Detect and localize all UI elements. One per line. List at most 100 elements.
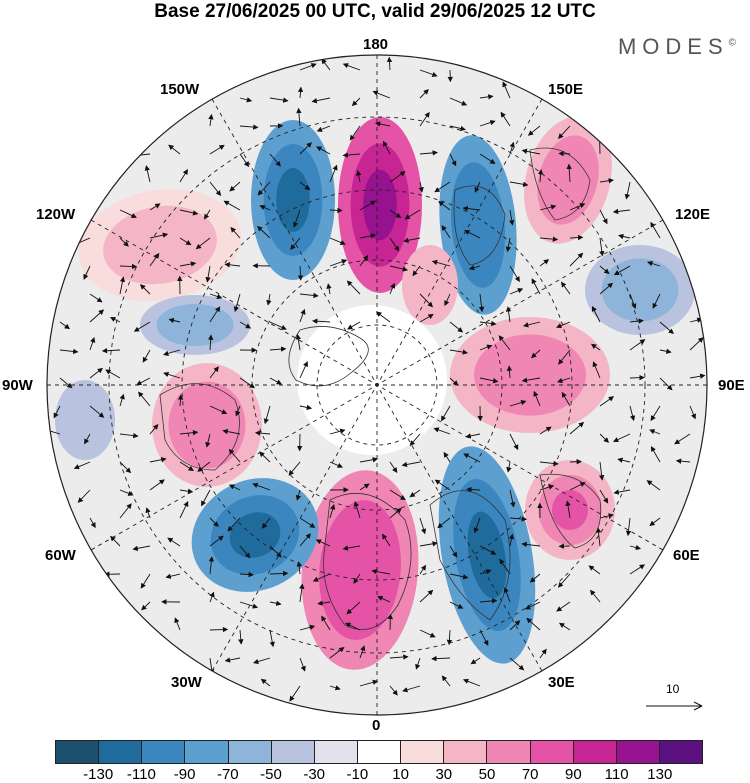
wind-arrow — [208, 113, 214, 127]
wind-arrow — [419, 589, 434, 603]
wind-arrow — [556, 377, 571, 384]
wind-arrow — [179, 209, 199, 216]
wind-arrow — [419, 69, 438, 77]
wind-arrow — [590, 343, 601, 351]
colorbar-swatch — [270, 740, 314, 764]
wind-arrow — [629, 374, 645, 381]
wind-arrow — [209, 517, 219, 527]
wind-arrow — [437, 517, 451, 529]
wind-arrow — [119, 209, 137, 218]
wind-arrow — [479, 629, 489, 646]
wind-arrow — [479, 344, 493, 351]
wind-arrow — [329, 259, 348, 267]
wind-arrow — [650, 405, 661, 422]
wind-arrow — [299, 624, 316, 631]
wind-arrow — [613, 489, 631, 495]
wind-arrow — [119, 489, 134, 496]
wind-arrow — [149, 479, 165, 491]
colorbar-tick-label: -90 — [173, 766, 196, 783]
colorbar-swatch — [184, 740, 228, 764]
wind-arrow — [293, 209, 301, 228]
wind-arrow — [386, 56, 393, 71]
wind-arrow — [389, 237, 400, 252]
wind-arrow — [299, 181, 311, 191]
anomaly-contour — [276, 168, 310, 232]
wind-arrow — [290, 237, 301, 250]
wind-arrow — [59, 377, 73, 389]
wind-arrow — [449, 321, 464, 333]
wind-arrow — [479, 320, 497, 327]
wind-arrow — [289, 685, 301, 702]
wind-arrow — [431, 655, 451, 662]
lon-label-60e: 60E — [673, 547, 700, 564]
colorbar-swatch — [98, 740, 142, 764]
wind-arrow — [119, 276, 126, 295]
wind-arrow — [209, 293, 223, 300]
wind-arrow — [119, 263, 138, 270]
wind-arrow — [389, 282, 396, 295]
wind-arrow — [295, 489, 302, 501]
wind-arrow — [443, 451, 451, 463]
wind-arrow — [509, 400, 527, 407]
wind-arrow — [389, 265, 409, 272]
wind-arrow — [526, 617, 541, 631]
wind-arrow — [288, 461, 301, 476]
wind-arrow — [649, 429, 661, 435]
wind-arrow — [449, 125, 466, 132]
wind-arrow — [321, 58, 331, 71]
wind-arrow — [659, 348, 672, 354]
wind-arrow — [316, 146, 331, 155]
colorbar-tick-label: -130 — [83, 766, 114, 783]
wind-arrow — [599, 489, 609, 504]
wind-arrow — [466, 486, 481, 493]
wind-arrow — [591, 305, 601, 323]
wind-arrow — [419, 89, 429, 99]
colorbar-tick-label: 90 — [565, 766, 582, 783]
wind-arrow — [329, 646, 345, 659]
wind-arrow — [195, 237, 211, 250]
wind-arrow — [233, 293, 241, 313]
wind-arrow — [629, 405, 636, 422]
wind-arrow — [537, 169, 544, 183]
wind-arrow — [165, 573, 181, 579]
wind-arrow — [209, 591, 215, 603]
wind-arrow — [269, 321, 287, 330]
wind-arrow — [345, 622, 361, 631]
wind-arrow — [389, 654, 409, 660]
anomaly-contour — [601, 258, 679, 322]
wind-arrow — [462, 678, 481, 687]
colorbar-tick-label: 110 — [604, 766, 629, 783]
wind-arrow — [599, 265, 610, 275]
near-zero-anomaly — [297, 305, 447, 455]
wind-arrow — [509, 209, 515, 226]
wind-arrow — [409, 433, 421, 446]
wind-arrow — [509, 516, 528, 522]
wind-arrow — [269, 377, 282, 385]
wind-arrow — [299, 142, 312, 155]
wind-arrow — [230, 227, 241, 239]
wind-arrow — [359, 457, 379, 463]
wind-arrow — [531, 349, 541, 359]
wind-arrow — [524, 601, 541, 610]
wind-arrow — [109, 317, 121, 323]
wind-arrow — [387, 613, 394, 631]
wind-arrow — [329, 504, 336, 519]
wind-arrow — [371, 568, 391, 575]
wind-arrow — [500, 111, 511, 127]
wind-arrow — [612, 433, 631, 443]
wind-arrow — [613, 265, 631, 276]
wind-arrow — [434, 181, 451, 193]
lon-label-120e: 120E — [675, 206, 711, 223]
wind-arrow — [569, 252, 584, 267]
wind-arrow — [629, 318, 644, 324]
wind-arrow — [269, 97, 289, 103]
wind-arrow — [625, 517, 632, 537]
wind-arrow — [389, 507, 402, 519]
colorbar-tick-label: 130 — [647, 766, 673, 783]
wind-arrow — [209, 535, 224, 547]
wind-arrow — [565, 500, 571, 519]
wind-arrow — [523, 321, 541, 328]
colorbar-swatch — [141, 740, 185, 764]
lon-label-0: 0 — [372, 717, 381, 734]
wind-arrow — [299, 517, 316, 528]
